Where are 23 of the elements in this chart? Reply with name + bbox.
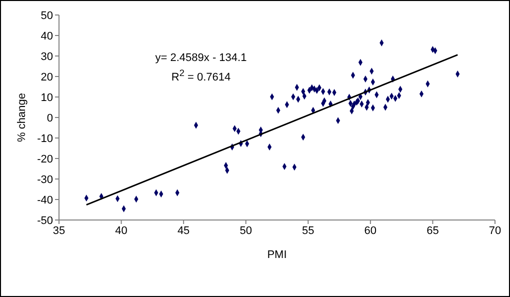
y-axis-title: % change bbox=[16, 93, 28, 142]
y-tick-label: -40 bbox=[37, 194, 53, 206]
x-tick-label: 55 bbox=[302, 224, 314, 237]
x-tick-label: 70 bbox=[488, 224, 502, 237]
x-tick-label: 65 bbox=[426, 224, 439, 237]
y-tick-label: 40 bbox=[40, 30, 53, 42]
y-tick-label: -30 bbox=[37, 174, 53, 186]
y-tick-label: 30 bbox=[40, 50, 53, 63]
x-tick-label: 50 bbox=[240, 224, 252, 237]
x-tick-label: 35 bbox=[52, 224, 66, 237]
y-tick-label: 20 bbox=[40, 71, 53, 84]
y-tick-label: -20 bbox=[37, 153, 53, 166]
x-tick-label: 45 bbox=[177, 224, 190, 237]
y-tick-label: 0 bbox=[46, 112, 53, 124]
x-axis-title: PMI bbox=[267, 249, 287, 261]
y-tick-label: -50 bbox=[37, 214, 53, 227]
x-tick-label: 60 bbox=[364, 224, 377, 237]
y-tick-label: 50 bbox=[40, 10, 53, 22]
annotation: y= 2.4589x - 134.1 bbox=[154, 51, 248, 66]
y-tick-label: 10 bbox=[40, 92, 53, 104]
y-tick-label: -10 bbox=[37, 132, 53, 145]
annotation: R$^{2}$ = 0.7614 bbox=[170, 67, 232, 86]
x-tick-label: 40 bbox=[115, 224, 128, 237]
